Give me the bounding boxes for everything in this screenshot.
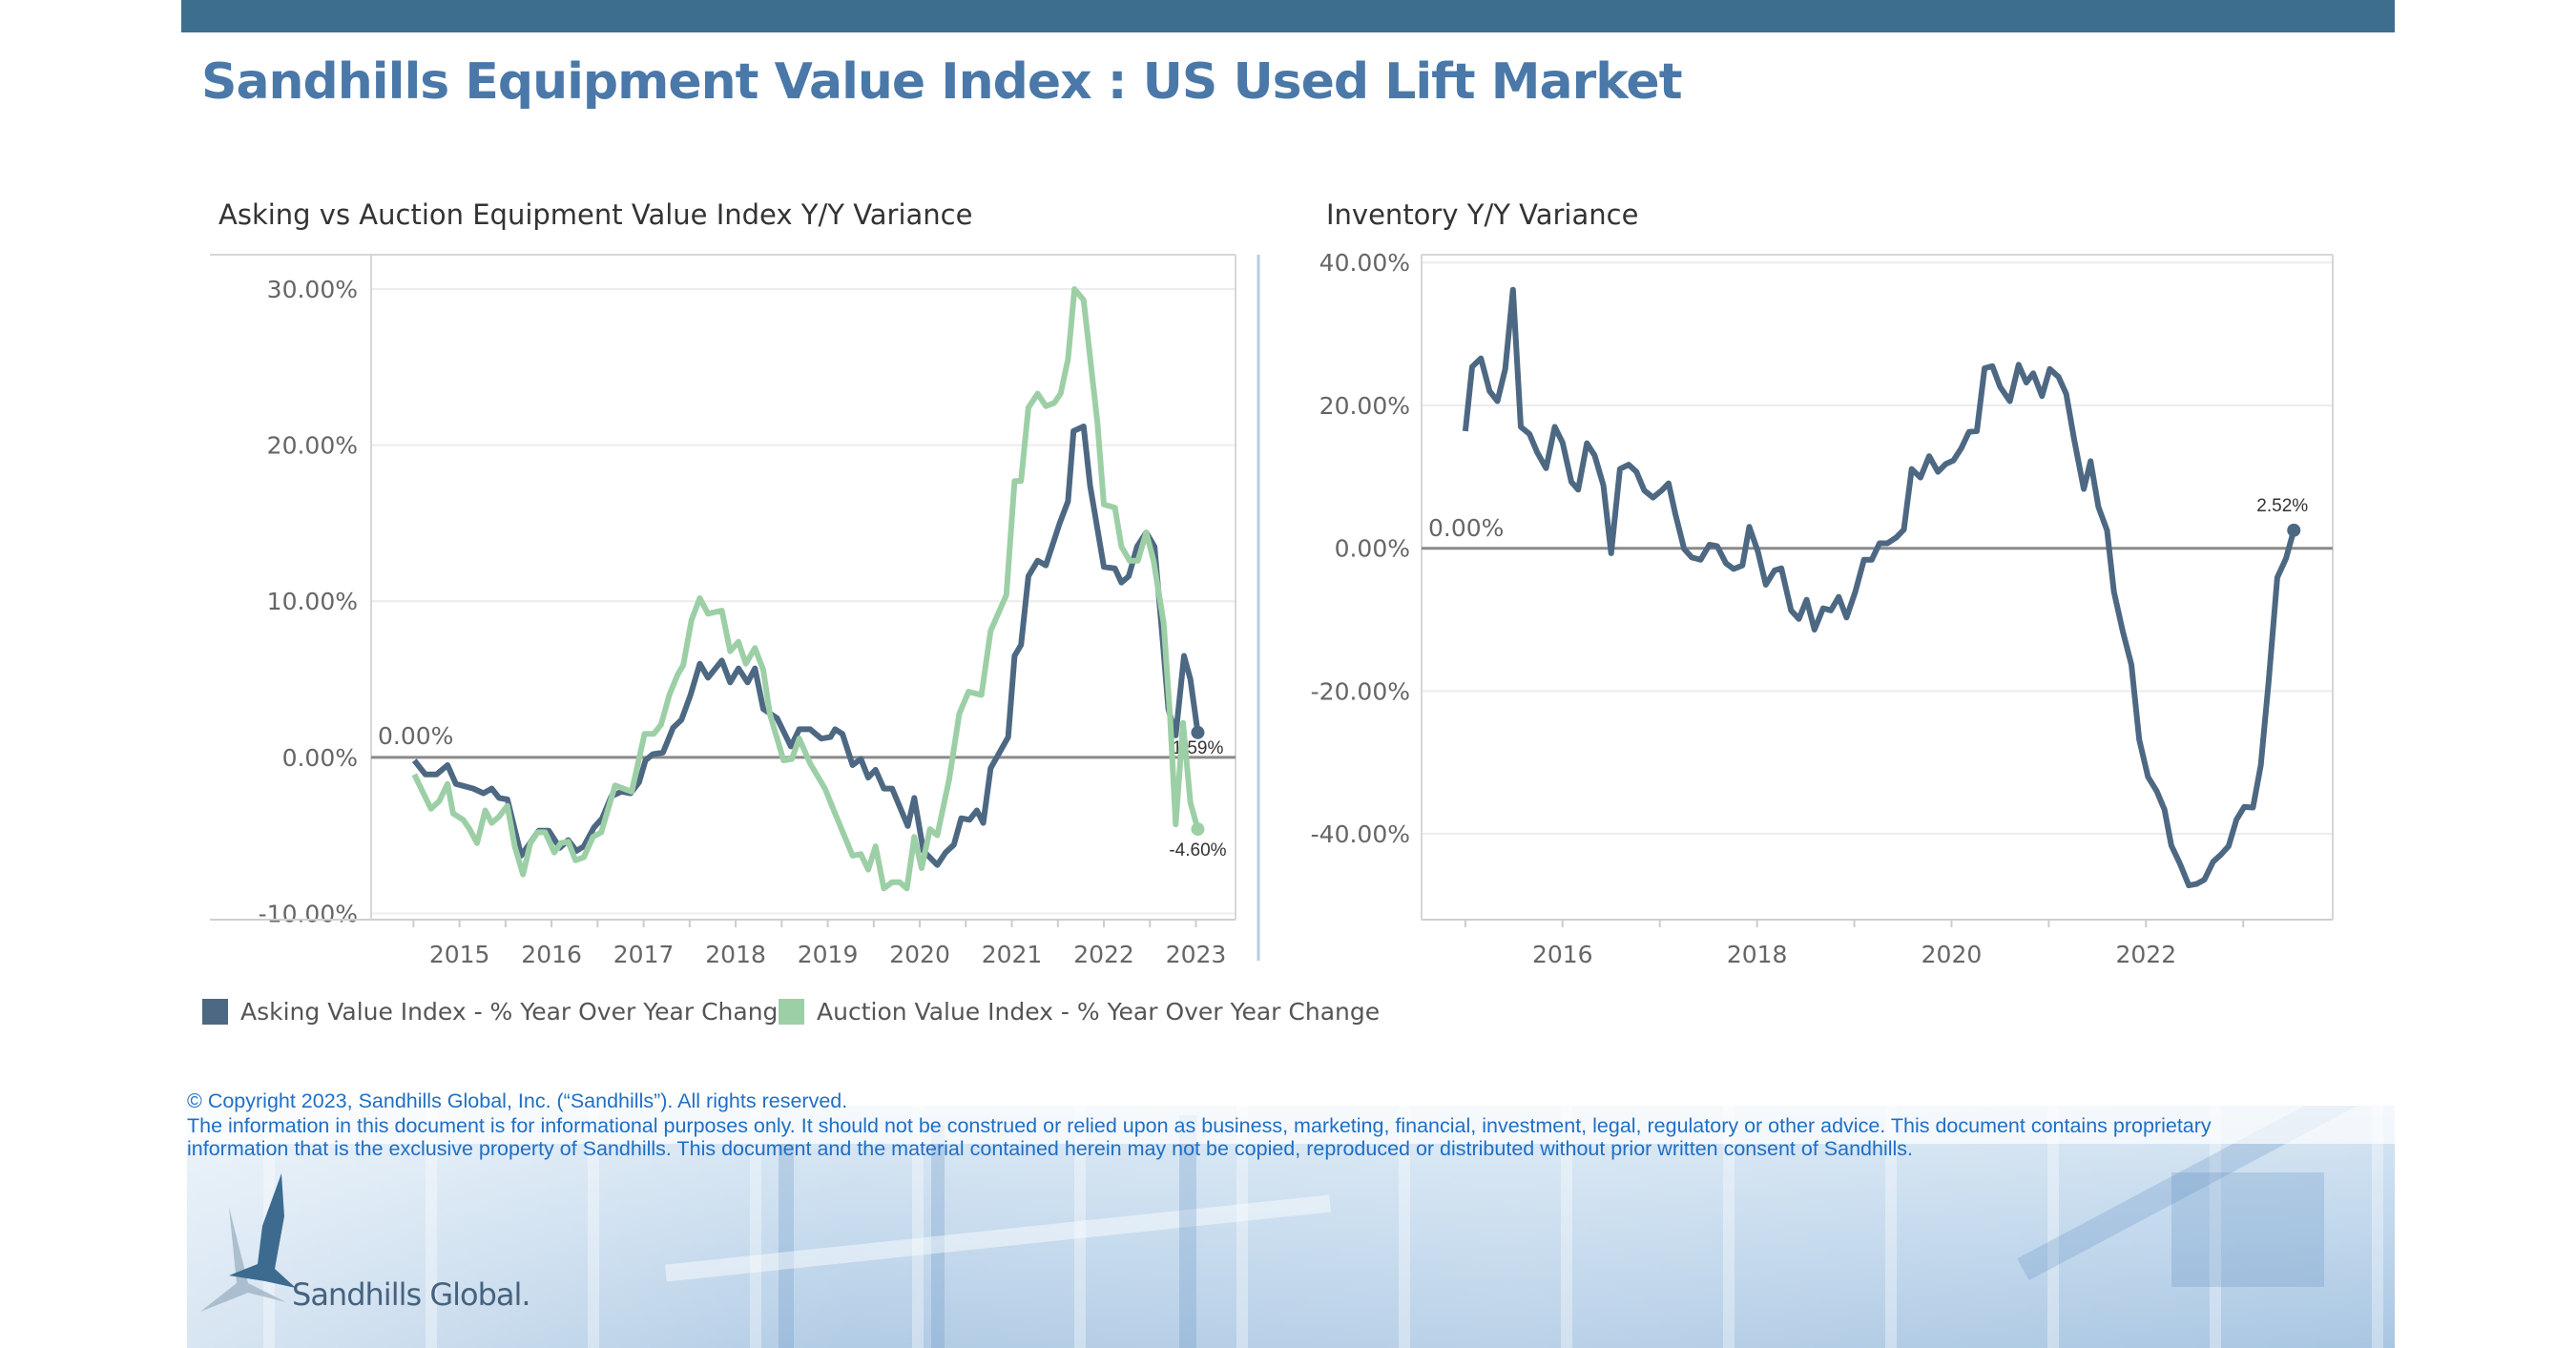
legend-item-asking: Asking Value Index - % Year Over Year Ch… bbox=[202, 998, 793, 1026]
copyright-text: © Copyright 2023, Sandhills Global, Inc.… bbox=[187, 1089, 848, 1112]
x-tick-label: 2020 bbox=[1922, 941, 1983, 968]
x-tick-label: 2015 bbox=[429, 941, 490, 968]
y-tick-label: -10.00% bbox=[259, 900, 358, 927]
disclaimer-line-1: The information in this document is for … bbox=[187, 1114, 2212, 1137]
x-tick-label: 2017 bbox=[613, 941, 675, 968]
y-tick-label: 0.00% bbox=[1335, 535, 1410, 563]
legend-swatch-auction bbox=[779, 999, 804, 1025]
y-tick-label: -40.00% bbox=[1311, 820, 1410, 848]
x-tick-label: 2023 bbox=[1166, 941, 1227, 968]
x-tick-label: 2022 bbox=[2115, 941, 2176, 968]
x-tick-label: 2022 bbox=[1073, 941, 1134, 968]
legend-label-asking: Asking Value Index - % Year Over Year Ch… bbox=[240, 998, 793, 1026]
y-tick-label: 20.00% bbox=[1319, 392, 1410, 420]
x-tick-label: 2021 bbox=[982, 941, 1043, 968]
y-tick-label: 10.00% bbox=[267, 588, 358, 615]
x-tick-label: 2018 bbox=[705, 941, 766, 968]
crane-logo-icon bbox=[200, 1173, 296, 1312]
x-tick-label: 2020 bbox=[889, 941, 950, 968]
series-end-point bbox=[1191, 725, 1205, 739]
x-tick-label: 2016 bbox=[1532, 941, 1593, 968]
footer-background-photo bbox=[187, 1106, 2395, 1348]
series-end-label: -4.60% bbox=[1169, 840, 1226, 861]
logo-text: Sandhills Global. bbox=[292, 1276, 531, 1313]
right-chart-title: Inventory Y/Y Variance bbox=[1326, 198, 1639, 231]
y-tick-label: 40.00% bbox=[1319, 249, 1410, 277]
series-line bbox=[411, 286, 1201, 892]
asking-vs-auction-chart: 30.00% 20.00% 10.00% 0.00% -10.00% 2015 2016 20… bbox=[210, 254, 1236, 968]
top-banner bbox=[181, 0, 2395, 32]
y-tick-label: -20.00% bbox=[1311, 677, 1410, 705]
reference-line-label: 0.00% bbox=[378, 722, 453, 750]
y-tick-label: 30.00% bbox=[267, 276, 358, 303]
page-title: Sandhills Equipment Value Index : US Use… bbox=[201, 53, 1683, 111]
series-line bbox=[1462, 286, 2297, 889]
left-chart-title: Asking vs Auction Equipment Value Index … bbox=[218, 198, 973, 231]
y-tick-label: 20.00% bbox=[267, 432, 358, 460]
x-tick-label: 2018 bbox=[1727, 941, 1788, 968]
legend-label-auction: Auction Value Index - % Year Over Year C… bbox=[817, 998, 1381, 1026]
legend-item-auction: Auction Value Index - % Year Over Year C… bbox=[779, 998, 1380, 1026]
x-tick-label: 2019 bbox=[798, 941, 859, 968]
series-end-point bbox=[2287, 523, 2301, 537]
disclaimer-line-2: information that is the exclusive proper… bbox=[187, 1137, 1913, 1160]
series-end-point bbox=[1191, 822, 1205, 837]
reference-line-label: 0.00% bbox=[1428, 514, 1504, 542]
x-tick-label: 2016 bbox=[521, 941, 582, 968]
series-end-label: 2.52% bbox=[2256, 496, 2308, 516]
inventory-chart: 40.00% 20.00% 0.00% -20.00% -40.00% 2016 2018 2… bbox=[1311, 249, 2334, 968]
series-line bbox=[411, 424, 1201, 868]
legend-swatch-asking bbox=[202, 999, 228, 1025]
y-tick-label: 0.00% bbox=[282, 744, 358, 772]
